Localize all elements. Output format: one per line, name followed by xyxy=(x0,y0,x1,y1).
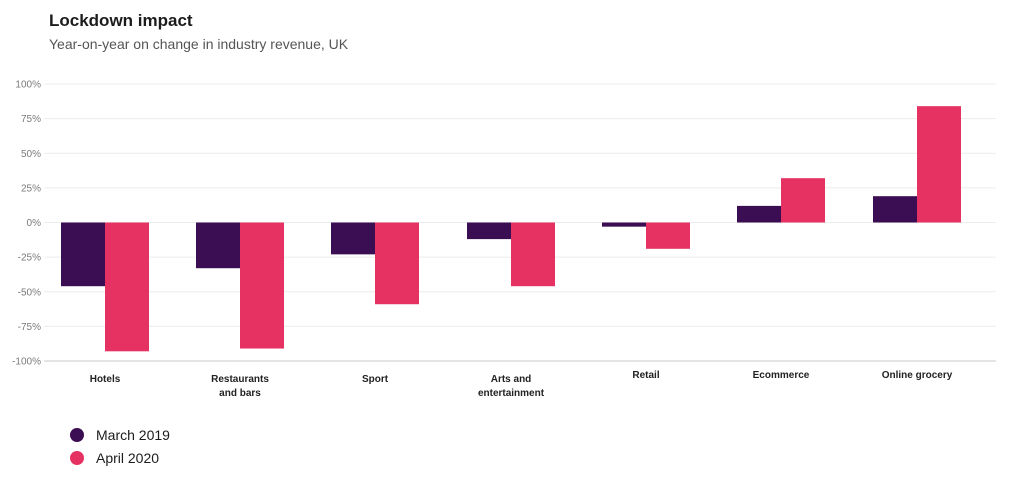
x-tick-label: Retail xyxy=(632,370,659,381)
x-tick-label: Sport xyxy=(362,374,389,385)
legend-item-april-2020: April 2020 xyxy=(70,447,170,469)
bar xyxy=(240,222,284,349)
legend: March 2019 April 2020 xyxy=(70,424,170,470)
y-tick-label: -50% xyxy=(18,287,41,298)
x-tick-label: and bars xyxy=(219,388,261,399)
x-tick-label: Hotels xyxy=(90,374,121,385)
y-tick-label: -75% xyxy=(18,322,41,333)
chart-title: Lockdown impact xyxy=(49,11,193,30)
y-tick-label: 50% xyxy=(21,149,41,160)
x-tick-label: Restaurants xyxy=(211,374,269,385)
bar xyxy=(511,222,555,287)
bar xyxy=(61,222,105,287)
y-tick-label: -25% xyxy=(18,253,41,264)
x-tick-label: entertainment xyxy=(478,388,545,399)
legend-item-march-2019: March 2019 xyxy=(70,424,170,446)
chart-subtitle: Year-on-year on change in industry reven… xyxy=(49,36,349,52)
y-tick-label: 75% xyxy=(21,114,41,125)
legend-label-april-2020: April 2020 xyxy=(96,450,160,466)
bar xyxy=(646,222,690,249)
bar xyxy=(602,222,646,227)
x-tick-label: Online grocery xyxy=(882,370,953,381)
x-tick-label: Ecommerce xyxy=(753,370,810,381)
bar xyxy=(331,222,375,255)
bar xyxy=(873,196,917,223)
y-tick-label: -100% xyxy=(12,357,41,368)
bar xyxy=(917,106,961,223)
bar-chart: 100% 75% 50% 25% 0% -25% -50% -75% -100% Hotels Re… xyxy=(12,80,996,399)
legend-swatch-march-2019 xyxy=(70,428,84,442)
bar xyxy=(196,222,240,269)
x-tick-label: Arts and xyxy=(491,374,532,385)
bar xyxy=(737,205,781,223)
y-tick-label: 100% xyxy=(15,80,41,91)
bar xyxy=(375,222,419,305)
bar xyxy=(781,178,825,223)
y-tick-label: 25% xyxy=(21,183,41,194)
legend-swatch-april-2020 xyxy=(70,451,84,465)
bar xyxy=(105,222,149,352)
y-tick-label: 0% xyxy=(27,218,42,229)
legend-label-march-2019: March 2019 xyxy=(96,427,170,443)
bar xyxy=(467,222,511,240)
